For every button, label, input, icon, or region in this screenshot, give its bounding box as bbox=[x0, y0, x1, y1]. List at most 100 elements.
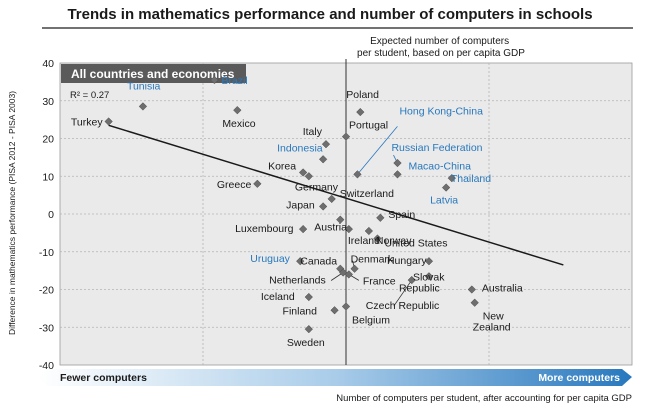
label-thailand: Thailand bbox=[451, 173, 491, 185]
y-tick-label: -20 bbox=[39, 285, 54, 297]
label-tunisia: Tunisia bbox=[127, 80, 161, 92]
point-netherlands bbox=[338, 268, 348, 277]
label-sweden: Sweden bbox=[287, 337, 325, 349]
label-mexico: Mexico bbox=[222, 118, 255, 130]
label-canada: Canada bbox=[300, 256, 337, 268]
point-united-states bbox=[373, 234, 382, 243]
label-belgium: Belgium bbox=[352, 314, 390, 326]
label-united-states: United States bbox=[384, 238, 447, 250]
label-norway: Norway bbox=[376, 235, 412, 247]
point-mexico bbox=[233, 106, 242, 115]
point-korea bbox=[298, 168, 308, 177]
point-indonesia bbox=[318, 155, 328, 164]
r-squared-label: R² = 0.27 bbox=[70, 90, 109, 101]
point-tunisia bbox=[138, 102, 148, 111]
label-russian-federation: Russian Federation bbox=[391, 142, 482, 154]
point-hong-kong-china bbox=[353, 170, 362, 179]
label-line: Republic bbox=[399, 282, 440, 294]
y-tick-label: 30 bbox=[42, 96, 54, 108]
label-czech-republic: Czech Republic bbox=[366, 300, 440, 312]
point-denmark bbox=[350, 264, 359, 273]
label-macao-china: Macao-China bbox=[408, 160, 471, 172]
connector-czech-republic bbox=[393, 279, 413, 307]
panel-label-box bbox=[61, 64, 246, 83]
point-uruguay bbox=[296, 257, 305, 266]
connector-hong-kong-china bbox=[357, 126, 398, 175]
fewer-computers-label: Fewer computers bbox=[60, 372, 147, 384]
point-japan bbox=[318, 202, 328, 211]
point-australia bbox=[467, 285, 476, 294]
point-switzerland bbox=[327, 194, 336, 204]
label-brazil: Brazil bbox=[221, 75, 247, 87]
label-latvia: Latvia bbox=[430, 195, 458, 207]
label-ireland: Ireland bbox=[348, 235, 380, 247]
x-axis-label: Number of computers per student, after a… bbox=[336, 393, 632, 404]
point-russian-federation bbox=[393, 158, 402, 168]
reference-line-label-line1: Expected number of computers bbox=[370, 36, 509, 47]
label-netherlands: Netherlands bbox=[269, 275, 326, 287]
reference-line-label-line2: per student, based on per capita GDP bbox=[357, 48, 525, 59]
reference-line-label: Expected number of computers per student… bbox=[357, 36, 525, 59]
label-australia: Australia bbox=[482, 283, 523, 295]
y-axis-label: Difference in mathematics performance (P… bbox=[7, 91, 17, 335]
point-poland bbox=[356, 107, 365, 117]
more-computers-label: More computers bbox=[538, 372, 620, 384]
point-portugal bbox=[341, 132, 351, 141]
point-finland bbox=[330, 306, 339, 315]
label-new-zealand: New Zealand bbox=[473, 311, 511, 334]
point-brazil bbox=[210, 75, 219, 85]
point-spain bbox=[376, 213, 385, 222]
point-ireland bbox=[344, 224, 354, 234]
label-line: Zealand bbox=[473, 322, 511, 334]
panel-label: All countries and economies bbox=[71, 67, 235, 81]
point-luxembourg bbox=[298, 224, 308, 234]
label-uruguay: Uruguay bbox=[250, 253, 290, 265]
data-points bbox=[104, 75, 479, 334]
label-hong-kong-china: Hong Kong-China bbox=[399, 105, 483, 117]
point-germany bbox=[304, 172, 313, 181]
label-line: New bbox=[483, 311, 504, 323]
point-belgium bbox=[341, 302, 351, 311]
chart-title: Trends in mathematics performance and nu… bbox=[67, 6, 592, 23]
label-indonesia: Indonesia bbox=[277, 142, 323, 154]
y-tick-label: -10 bbox=[39, 247, 54, 259]
point-france bbox=[344, 270, 354, 279]
point-thailand bbox=[447, 173, 456, 183]
label-line: Slovak bbox=[413, 271, 445, 283]
label-germany: Germany bbox=[295, 181, 339, 193]
y-tick-label: 40 bbox=[42, 58, 54, 70]
label-france: France bbox=[363, 275, 396, 287]
label-iceland: Iceland bbox=[261, 291, 295, 303]
label-korea: Korea bbox=[268, 160, 296, 172]
label-hungary: Hungary bbox=[387, 255, 427, 267]
point-iceland bbox=[304, 292, 313, 302]
computers-gradient-arrow bbox=[38, 369, 632, 386]
label-spain: Spain bbox=[388, 209, 415, 221]
point-turkey bbox=[104, 117, 113, 126]
label-greece: Greece bbox=[217, 179, 252, 191]
label-italy: Italy bbox=[303, 126, 323, 138]
label-denmark: Denmark bbox=[351, 254, 394, 266]
y-tick-label: 0 bbox=[48, 209, 54, 221]
label-luxembourg: Luxembourg bbox=[235, 223, 294, 235]
label-japan: Japan bbox=[286, 199, 315, 211]
point-labels: Turkey Tunisia Brazil Mexico Greece Poland Por… bbox=[71, 75, 523, 349]
label-slovak-republic: Slovak Republic bbox=[399, 271, 445, 294]
label-turkey: Turkey bbox=[71, 117, 103, 129]
label-portugal: Portugal bbox=[349, 120, 388, 132]
label-austria: Austria bbox=[314, 222, 347, 234]
point-latvia bbox=[441, 183, 451, 192]
point-slovak-republic bbox=[424, 272, 434, 281]
y-tick-label: -30 bbox=[39, 322, 54, 334]
y-tick-label: 20 bbox=[42, 134, 54, 146]
point-greece bbox=[253, 179, 262, 188]
label-poland: Poland bbox=[346, 89, 379, 101]
point-sweden bbox=[304, 324, 313, 334]
label-switzerland: Switzerland bbox=[340, 188, 394, 200]
label-finland: Finland bbox=[283, 305, 318, 317]
point-austria bbox=[336, 215, 345, 224]
point-norway bbox=[364, 226, 374, 236]
